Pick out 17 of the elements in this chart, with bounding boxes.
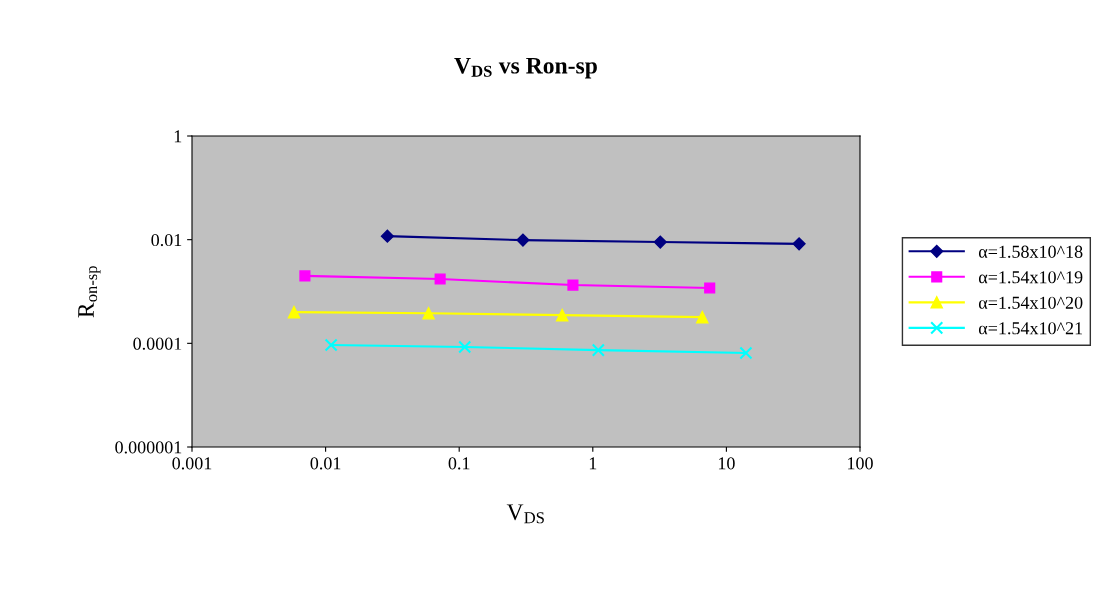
chart-title: V$_{DS}$ vs Ron-sp	[454, 57, 597, 79]
x-tick-label: 0.001	[172, 457, 212, 470]
y-axis-title: R$_{on-sp}$	[78, 266, 101, 318]
x-tick-label: 0.01	[310, 457, 341, 470]
x-axis-title: V$_{DS}$	[506, 504, 544, 524]
y-tick-label: 0.01	[151, 233, 182, 247]
x-tick-label: 0.1	[448, 457, 470, 470]
x-tick-label: 1	[589, 457, 597, 470]
legend-label: α=1.54x10^20	[978, 296, 1083, 309]
legend-label: α=1.58x10^18	[978, 245, 1083, 258]
y-tick-label: 0.000001	[115, 441, 182, 454]
legend-label: α=1.54x10^19	[978, 271, 1083, 284]
legend-label: α=1.54x10^21	[978, 322, 1083, 335]
y-tick-label: 1	[174, 130, 182, 143]
x-tick-label: 100	[848, 457, 873, 470]
x-tick-label: 10	[718, 457, 735, 470]
y-tick-label: 0.0001	[133, 337, 182, 350]
